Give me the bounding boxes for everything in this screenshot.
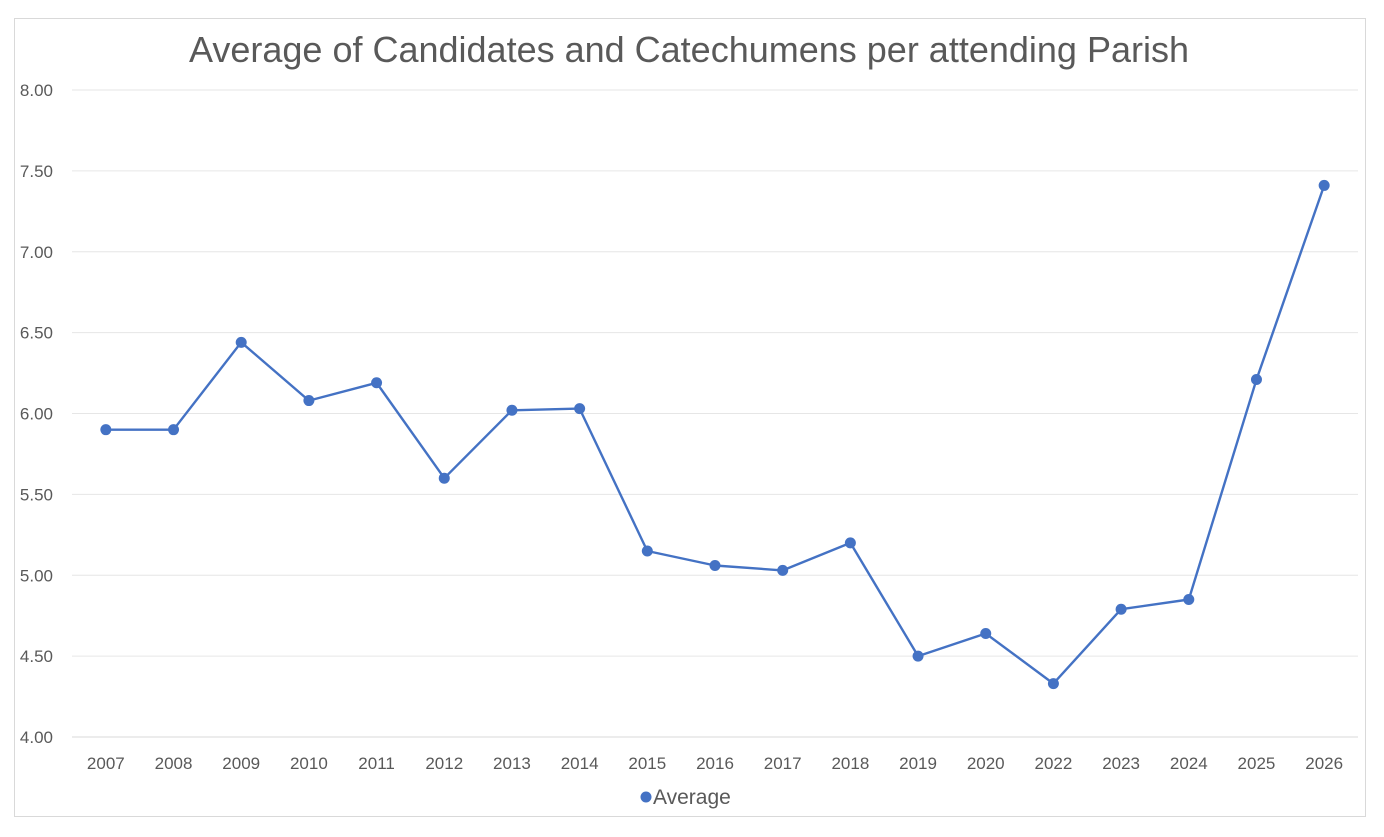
data-point	[168, 424, 180, 436]
x-tick-label: 2024	[1170, 754, 1208, 773]
y-tick-label: 6.00	[20, 405, 53, 424]
data-point	[371, 377, 383, 389]
x-tick-label: 2013	[493, 754, 531, 773]
y-axis: 4.00 4.50 5.00 5.50 6.00 6.50 7.00 7.50 8.00	[20, 81, 53, 747]
data-point	[100, 424, 112, 436]
data-point	[777, 564, 789, 576]
x-tick-label: 2012	[425, 754, 463, 773]
data-point	[641, 545, 653, 557]
data-point	[844, 537, 856, 549]
data-point	[574, 403, 586, 415]
data-point	[1183, 594, 1195, 606]
y-tick-label: 7.50	[20, 162, 53, 181]
chart-frame	[14, 18, 1366, 817]
data-point	[980, 627, 992, 639]
data-point	[1318, 179, 1330, 191]
x-tick-label: 2017	[764, 754, 802, 773]
x-tick-label: 2014	[561, 754, 599, 773]
x-tick-label: 2026	[1305, 754, 1343, 773]
data-point	[235, 336, 247, 348]
x-tick-label: 2018	[831, 754, 869, 773]
x-tick-label: 2008	[155, 754, 193, 773]
data-point	[1115, 603, 1127, 615]
x-tick-label: 2010	[290, 754, 328, 773]
x-tick-label: 2007	[87, 754, 125, 773]
y-tick-label: 5.00	[20, 566, 53, 585]
x-tick-label: 2020	[967, 754, 1005, 773]
data-point	[506, 404, 518, 416]
data-point	[303, 395, 315, 407]
chart-title: Average of Candidates and Catechumens pe…	[189, 29, 1189, 70]
y-tick-label: 8.00	[20, 81, 53, 100]
x-tick-label: 2023	[1102, 754, 1140, 773]
x-tick-label: 2022	[1035, 754, 1073, 773]
data-point	[709, 560, 721, 572]
legend-label: Average	[653, 786, 731, 809]
y-tick-label: 4.00	[20, 728, 53, 747]
series-line	[105, 185, 1326, 685]
y-tick-label: 5.50	[20, 485, 53, 504]
x-tick-label: 2016	[696, 754, 734, 773]
legend-marker	[640, 791, 652, 803]
x-tick-label: 2025	[1238, 754, 1276, 773]
y-tick-label: 6.50	[20, 324, 53, 343]
x-tick-label: 2009	[222, 754, 260, 773]
data-point	[1250, 374, 1262, 386]
series-average	[100, 179, 1330, 690]
legend: Average	[640, 786, 731, 809]
x-axis: 2007 2008 2009 2010 2011 2012 2013 2014 2015 2016…	[87, 754, 1343, 773]
x-tick-label: 2019	[899, 754, 937, 773]
data-point	[438, 472, 450, 484]
gridlines	[72, 89, 1358, 738]
data-point	[1047, 678, 1059, 690]
y-tick-label: 4.50	[20, 647, 53, 666]
x-tick-label: 2011	[358, 754, 395, 773]
y-tick-label: 7.00	[20, 243, 53, 262]
x-tick-label: 2015	[628, 754, 666, 773]
data-point	[912, 650, 924, 662]
